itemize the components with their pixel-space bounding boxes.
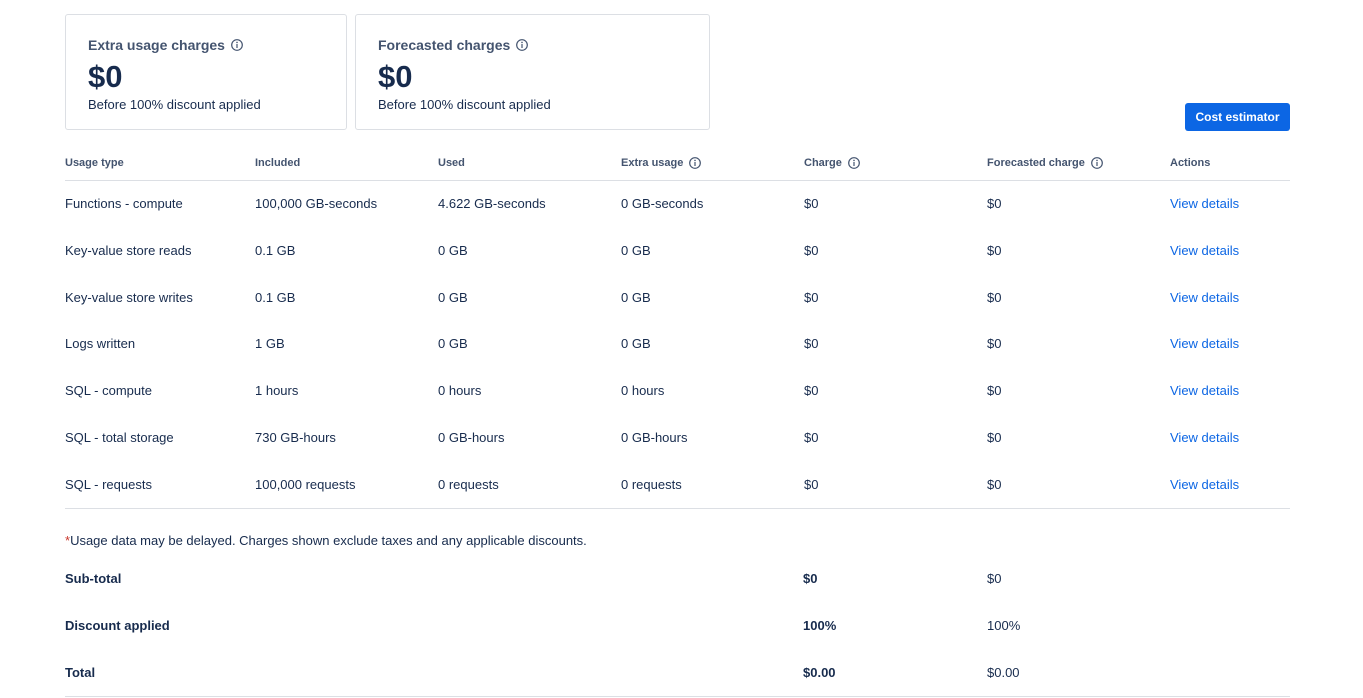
summary-label: Total — [65, 665, 96, 680]
summary-forecast: $0 — [987, 571, 1002, 586]
table-cell: $0 — [987, 289, 1002, 305]
table-cell: 0 GB-hours — [621, 430, 688, 445]
table-cell: SQL - requests — [65, 476, 152, 492]
view-details-link[interactable]: View details — [1170, 242, 1240, 258]
table-cell: 1 hours — [255, 383, 299, 399]
table-cell: Functions - compute — [65, 196, 183, 211]
table-cell: 0.1 GB — [255, 289, 296, 305]
card-amount: $0 — [88, 59, 123, 94]
table-cell: 0 requests — [438, 476, 499, 492]
table-cell: $0 — [804, 289, 819, 305]
column-header: Used — [438, 157, 465, 169]
summary-charge: $0 — [803, 571, 818, 586]
table-cell: 100,000 GB-seconds — [255, 196, 378, 211]
header-text: Used — [438, 157, 465, 169]
card-note: Before 100% discount applied — [378, 97, 551, 112]
table-cell: $0 — [987, 383, 1002, 399]
summary-charge: 100% — [803, 618, 837, 633]
header-text: Usage type — [65, 157, 124, 169]
table-cell: $0 — [987, 336, 1002, 352]
card-title: Extra usage charges — [88, 37, 243, 53]
column-header: Actions — [1170, 157, 1210, 169]
table-cell: Logs written — [65, 336, 136, 352]
card-title-text: Extra usage charges — [88, 37, 225, 53]
table-cell: 0 GB — [621, 242, 651, 258]
column-header: Extra usage — [621, 157, 702, 169]
table-cell: 0.1 GB — [255, 242, 296, 258]
info-icon[interactable] — [1090, 157, 1103, 169]
asterisk: * — [65, 533, 71, 548]
table-cell: 0 GB — [621, 336, 651, 352]
table-cell: $0 — [804, 430, 819, 445]
table-cell: $0 — [987, 476, 1002, 492]
card-amount: $0 — [378, 59, 413, 94]
cost-estimator-button[interactable]: Cost estimator — [1185, 103, 1290, 131]
table-cell: 1 GB — [255, 336, 285, 352]
footnote-text: Usage data may be delayed. Charges shown… — [70, 533, 587, 548]
summary-label: Discount applied — [65, 618, 170, 633]
table-cell: 0 hours — [438, 383, 482, 399]
header-text: Included — [255, 157, 301, 169]
table-cell: 0 GB-hours — [438, 430, 505, 445]
table-cell: $0 — [987, 196, 1002, 211]
summary-forecast: $0.00 — [987, 665, 1020, 680]
summary-card: Forecasted charges $0 Before 100% discou… — [355, 14, 710, 130]
table-cell: Key-value store writes — [65, 289, 193, 305]
table-cell: 0 GB — [438, 336, 468, 352]
divider — [65, 180, 1290, 181]
table-cell: 0 requests — [621, 476, 682, 492]
view-details-link[interactable]: View details — [1170, 430, 1240, 445]
table-cell: $0 — [804, 242, 819, 258]
header-text: Actions — [1170, 157, 1211, 169]
table-cell: SQL - total storage — [65, 430, 174, 445]
footnote: *Usage data may be delayed. Charges show… — [65, 533, 587, 548]
column-header: Forecasted charge — [987, 157, 1103, 169]
info-icon[interactable] — [516, 39, 529, 51]
table-cell: 4.622 GB-seconds — [438, 196, 546, 211]
column-header: Usage type — [65, 157, 124, 169]
table-cell: 0 GB-seconds — [621, 196, 704, 211]
view-details-link[interactable]: View details — [1170, 196, 1240, 211]
table-cell: SQL - compute — [65, 383, 152, 399]
column-header: Included — [255, 157, 300, 169]
table-cell: 0 GB — [438, 289, 468, 305]
summary-charge: $0.00 — [803, 665, 836, 680]
card-title-text: Forecasted charges — [378, 37, 511, 53]
table-cell: $0 — [804, 383, 819, 399]
table-cell: Key-value store reads — [65, 242, 192, 258]
info-icon[interactable] — [689, 157, 702, 169]
card-title: Forecasted charges — [378, 37, 529, 53]
summary-label: Sub-total — [65, 571, 122, 586]
header-text: Forecasted charge — [987, 157, 1085, 169]
table-cell: $0 — [804, 336, 819, 352]
view-details-link[interactable]: View details — [1170, 383, 1240, 399]
divider — [65, 696, 1290, 697]
table-cell: 730 GB-hours — [255, 430, 336, 445]
view-details-link[interactable]: View details — [1170, 289, 1240, 305]
table-cell: 0 GB — [621, 289, 651, 305]
summary-card: Extra usage charges $0 Before 100% disco… — [65, 14, 347, 130]
table-cell: $0 — [987, 242, 1002, 258]
table-cell: 0 GB — [438, 242, 468, 258]
column-header: Charge — [804, 157, 860, 169]
header-text: Charge — [804, 157, 842, 169]
table-cell: $0 — [804, 476, 819, 492]
summary-forecast: 100% — [987, 618, 1021, 633]
view-details-link[interactable]: View details — [1170, 476, 1240, 492]
divider — [65, 508, 1290, 509]
table-cell: $0 — [987, 430, 1002, 445]
view-details-link[interactable]: View details — [1170, 336, 1240, 352]
info-icon[interactable] — [231, 39, 243, 51]
table-cell: $0 — [804, 196, 819, 211]
card-note: Before 100% discount applied — [88, 97, 261, 112]
table-cell: 0 hours — [621, 383, 665, 399]
table-cell: 100,000 requests — [255, 476, 356, 492]
info-icon[interactable] — [848, 157, 860, 169]
header-text: Extra usage — [621, 157, 684, 169]
